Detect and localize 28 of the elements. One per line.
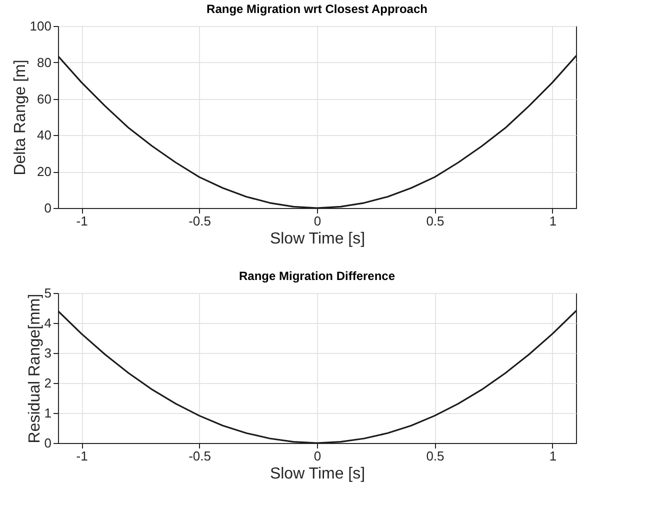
y-tick-label: 1: [44, 406, 52, 420]
y-axis-title: Delta Range [m]: [12, 60, 29, 176]
y-tick-label: 40: [37, 128, 52, 143]
x-tick-label: 0: [314, 214, 322, 228]
y-axis-title: Residual Range[mm]: [26, 294, 44, 444]
x-tick-label: 0: [314, 448, 322, 464]
y-tick-label: 2: [44, 376, 52, 390]
y-tick-label: 3: [44, 346, 52, 360]
y-tick-label: 60: [37, 91, 52, 106]
x-tick-label: 1: [549, 448, 557, 464]
x-tick-label: 1: [549, 214, 557, 228]
y-tick-label: 100: [30, 18, 52, 34]
x-tick-label: -0.5: [188, 214, 211, 228]
x-tick-label: 0.5: [426, 448, 444, 464]
x-axis-title: Slow Time [s]: [270, 230, 366, 248]
y-tick-label: 5: [44, 286, 52, 300]
x-tick-label: -1: [76, 214, 88, 228]
x-axis-title: Slow Time [s]: [270, 466, 366, 482]
y-tick-label: 80: [37, 54, 52, 70]
x-tick-label: 0.5: [426, 214, 444, 228]
x-tick-label: -1: [76, 448, 88, 464]
y-tick-label: 0: [44, 200, 52, 216]
y-tick-label: 20: [37, 164, 52, 180]
x-tick-label: -0.5: [188, 448, 211, 464]
chart-title: Range Migration wrt Closest Approach: [206, 2, 428, 16]
y-tick-label: 0: [44, 436, 52, 450]
chart-title: Range Migration Difference: [238, 269, 396, 283]
y-tick-label: 4: [44, 316, 52, 330]
